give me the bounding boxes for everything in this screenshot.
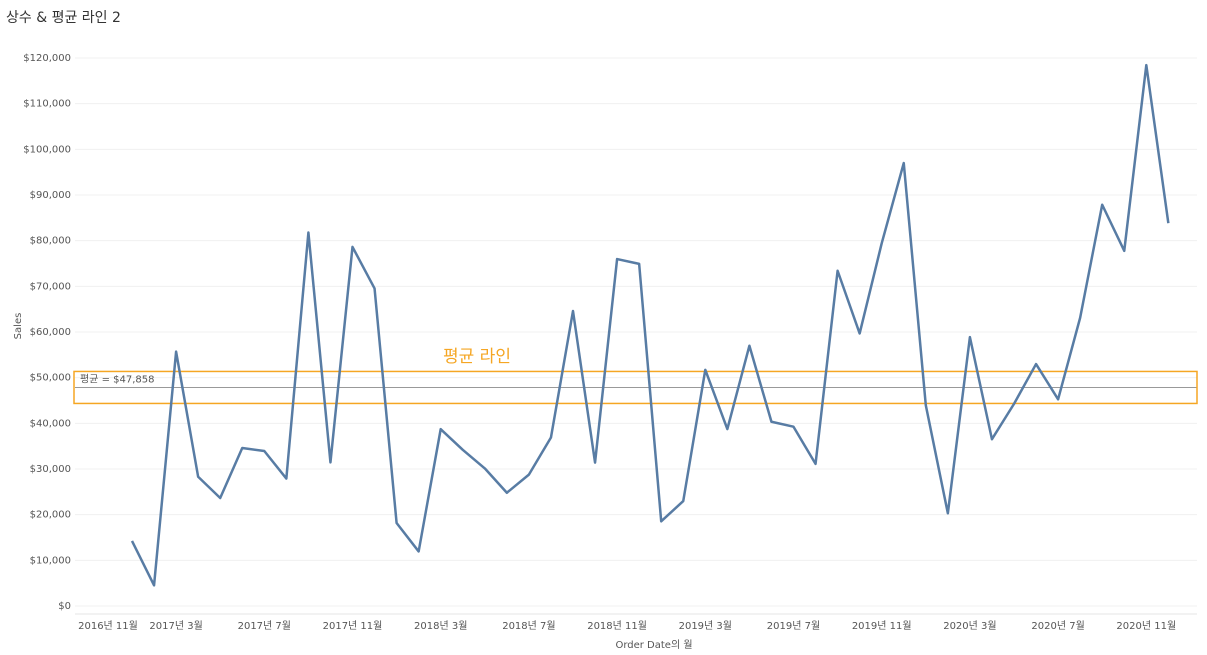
x-tick-label: 2020년 3월 xyxy=(943,620,996,632)
x-tick-label: 2019년 7월 xyxy=(767,620,820,632)
y-tick-label: $60,000 xyxy=(30,327,71,338)
y-tick-label: $50,000 xyxy=(30,373,71,384)
y-tick-label: $70,000 xyxy=(30,281,71,292)
x-tick-label: 2020년 7월 xyxy=(1031,620,1084,632)
x-tick-label: 2017년 11월 xyxy=(323,620,383,632)
y-tick-label: $0 xyxy=(58,601,71,612)
y-tick-label: $110,000 xyxy=(23,99,71,110)
x-tick-label: 2017년 7월 xyxy=(238,620,291,632)
x-tick-label: 2018년 7월 xyxy=(502,620,555,632)
series-line xyxy=(130,63,1170,587)
x-tick-label: 2016년 11월 xyxy=(78,620,138,632)
x-axis-label: Order Date의 월 xyxy=(615,639,692,651)
x-tick-label: 2020년 11월 xyxy=(1116,620,1176,632)
y-tick-label: $40,000 xyxy=(30,418,71,429)
y-axis-label: Sales xyxy=(13,313,24,340)
reference-label: 평균 = $47,858 xyxy=(80,373,155,385)
y-tick-label: $30,000 xyxy=(30,464,71,475)
x-tick-label: 2019년 11월 xyxy=(852,620,912,632)
y-tick-label: $100,000 xyxy=(23,144,71,155)
y-tick-label: $20,000 xyxy=(30,510,71,521)
highlight-box xyxy=(73,370,1198,405)
chart-title: 상수 & 평균 라인 2 xyxy=(6,10,121,26)
y-tick-label: $10,000 xyxy=(30,555,71,566)
x-tick-label: 2019년 3월 xyxy=(679,620,732,632)
y-tick-label: $90,000 xyxy=(30,190,71,201)
x-tick-label: 2018년 11월 xyxy=(587,620,647,632)
annotation: 평균 라인 xyxy=(443,347,511,367)
y-tick-label: $120,000 xyxy=(23,53,71,64)
y-tick-label: $80,000 xyxy=(30,236,71,247)
x-tick-label: 2018년 3월 xyxy=(414,620,467,632)
x-tick-label: 2017년 3월 xyxy=(149,620,202,632)
